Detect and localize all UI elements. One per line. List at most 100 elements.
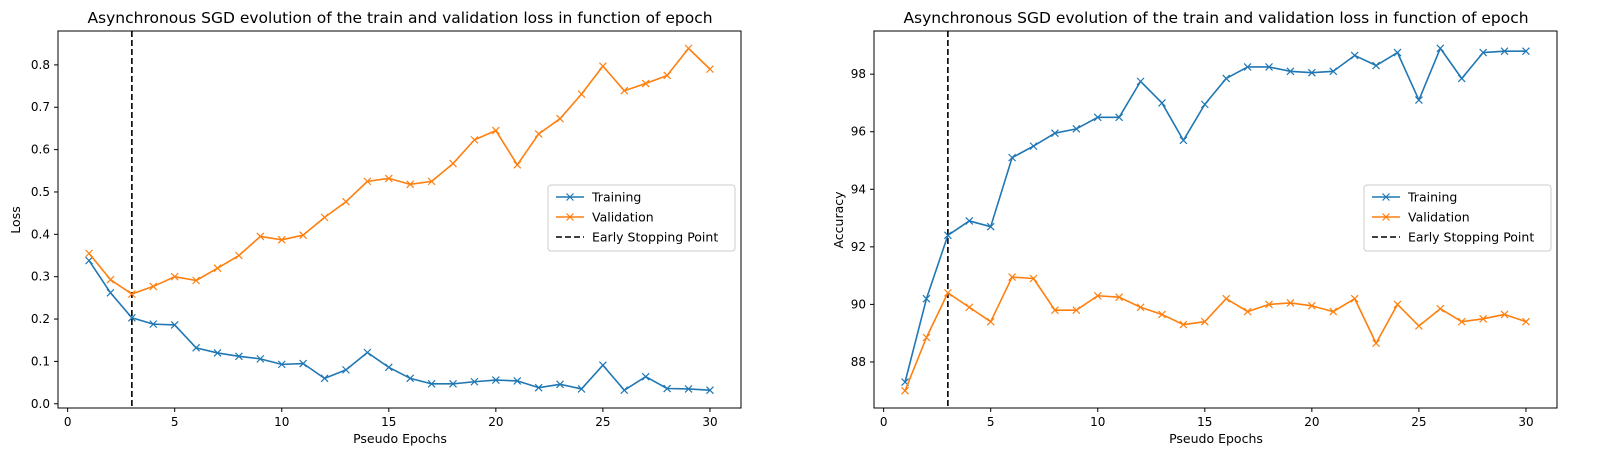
loss-training-point bbox=[620, 386, 629, 395]
loss-training-point bbox=[706, 386, 714, 395]
loss-validation-point bbox=[641, 79, 650, 88]
accuracy-training-point bbox=[1008, 153, 1017, 162]
loss-validation-point bbox=[384, 174, 393, 183]
loss-training-point bbox=[106, 288, 115, 297]
accuracy-training-point bbox=[1393, 48, 1402, 57]
accuracy-chart-y-axis-label: Accuracy bbox=[831, 191, 846, 249]
loss-validation-point bbox=[620, 86, 629, 95]
loss-x-tick-label: 30 bbox=[702, 415, 717, 429]
accuracy-training-point bbox=[922, 294, 931, 303]
accuracy-validation-point bbox=[943, 288, 952, 297]
loss-chart-y-axis-label: Loss bbox=[8, 206, 23, 233]
accuracy-training-point bbox=[1200, 100, 1209, 109]
accuracy-legend-box bbox=[1363, 184, 1552, 252]
accuracy-x-tick-label: 25 bbox=[1411, 415, 1426, 429]
loss-validation-point bbox=[577, 90, 586, 99]
accuracy-legend-label-validation: Validation bbox=[1408, 210, 1470, 225]
loss-training-point bbox=[556, 380, 565, 389]
loss-training-point bbox=[299, 359, 308, 368]
loss-x-tick-label: 25 bbox=[595, 415, 610, 429]
loss-validation-point bbox=[513, 160, 522, 169]
loss-training-point bbox=[127, 313, 136, 322]
accuracy-legend: Training Validation Early Stopping Point bbox=[1363, 184, 1552, 252]
loss-training-point bbox=[363, 348, 372, 357]
loss-validation-point bbox=[706, 65, 714, 74]
accuracy-x-tick-label: 0 bbox=[880, 415, 888, 429]
accuracy-validation-point bbox=[1436, 304, 1445, 313]
loss-legend-marker-validation bbox=[566, 213, 574, 221]
accuracy-validation-point bbox=[1350, 294, 1359, 303]
loss-y-tick-label: 0.6 bbox=[31, 143, 50, 157]
accuracy-training-point bbox=[1329, 67, 1338, 76]
loss-plot-frame bbox=[57, 30, 742, 409]
accuracy-validation-point bbox=[1307, 301, 1316, 310]
loss-y-tick-label: 0.5 bbox=[31, 185, 50, 199]
accuracy-validation-point bbox=[1200, 317, 1209, 326]
loss-training-point bbox=[256, 354, 265, 363]
loss-validation-point bbox=[556, 114, 565, 123]
loss-chart-x-axis-label: Pseudo Epochs bbox=[353, 431, 447, 446]
loss-chart: Asynchronous SGD evolution of the train … bbox=[8, 9, 742, 446]
accuracy-legend-label-training: Training bbox=[1407, 190, 1457, 205]
loss-legend-marker-training bbox=[566, 193, 574, 201]
loss-validation-point bbox=[427, 177, 436, 186]
accuracy-chart-title: Asynchronous SGD evolution of the train … bbox=[903, 9, 1528, 27]
loss-y-tick-label: 0.4 bbox=[31, 227, 50, 241]
accuracy-validation-point bbox=[1008, 273, 1017, 281]
accuracy-training-point bbox=[1093, 113, 1102, 122]
loss-training-point bbox=[342, 365, 350, 374]
accuracy-training-point bbox=[943, 231, 952, 240]
accuracy-x-tick-label: 10 bbox=[1090, 415, 1105, 429]
accuracy-training-point bbox=[1222, 74, 1231, 83]
accuracy-training-point bbox=[1029, 142, 1038, 151]
loss-training-point bbox=[598, 361, 607, 370]
loss-training-point bbox=[641, 372, 650, 381]
accuracy-x-tick-label: 30 bbox=[1518, 415, 1533, 429]
loss-y-tick-label: 0.3 bbox=[31, 270, 50, 284]
loss-validation-point bbox=[170, 272, 179, 281]
loss-training-point bbox=[85, 256, 93, 265]
accuracy-validation-point bbox=[1179, 320, 1188, 329]
loss-y-tick-label: 0.2 bbox=[31, 312, 50, 326]
accuracy-validation-point bbox=[901, 386, 909, 395]
accuracy-validation-point bbox=[1522, 317, 1530, 326]
loss-training-point bbox=[170, 321, 179, 329]
loss-validation-point bbox=[363, 177, 372, 186]
accuracy-y-tick-label: 94 bbox=[851, 182, 866, 196]
loss-x-tick-label: 15 bbox=[381, 415, 396, 429]
loss-validation-point bbox=[449, 159, 457, 168]
loss-validation-point bbox=[234, 251, 243, 260]
loss-validation-point bbox=[192, 276, 201, 285]
loss-training-point bbox=[234, 352, 243, 361]
loss-training-point bbox=[277, 360, 286, 369]
accuracy-training-point bbox=[1265, 63, 1273, 71]
accuracy-validation-point bbox=[1136, 303, 1145, 312]
accuracy-validation-point bbox=[1050, 306, 1059, 315]
loss-training-point bbox=[427, 379, 436, 388]
accuracy-training-point bbox=[1372, 61, 1381, 70]
loss-training-point bbox=[384, 363, 393, 372]
loss-validation-point bbox=[534, 130, 543, 138]
accuracy-validation-point bbox=[1329, 307, 1338, 316]
loss-x-tick-label: 20 bbox=[488, 415, 503, 429]
accuracy-legend-marker-validation bbox=[1382, 213, 1390, 221]
accuracy-validation-point bbox=[1222, 294, 1231, 303]
accuracy-validation-point bbox=[1265, 300, 1273, 309]
accuracy-validation-point bbox=[1414, 322, 1423, 330]
accuracy-chart-x-axis-label: Pseudo Epochs bbox=[1169, 431, 1263, 446]
accuracy-training-point bbox=[1050, 129, 1059, 138]
accuracy-x-tick-label: 15 bbox=[1197, 415, 1212, 429]
loss-y-tick-label: 0.8 bbox=[31, 58, 50, 72]
accuracy-validation-point bbox=[986, 317, 995, 326]
loss-legend-box bbox=[547, 184, 736, 252]
accuracy-training-point bbox=[1115, 113, 1124, 122]
accuracy-validation-series-line bbox=[904, 276, 1527, 392]
accuracy-validation-point bbox=[1286, 299, 1295, 307]
loss-validation-point bbox=[491, 126, 500, 135]
accuracy-training-point bbox=[965, 217, 974, 225]
loss-legend-label-training: Training bbox=[591, 190, 641, 205]
loss-x-tick-label: 5 bbox=[171, 415, 179, 429]
accuracy-training-point bbox=[1414, 96, 1423, 104]
loss-y-tick-label: 0.1 bbox=[31, 354, 50, 368]
